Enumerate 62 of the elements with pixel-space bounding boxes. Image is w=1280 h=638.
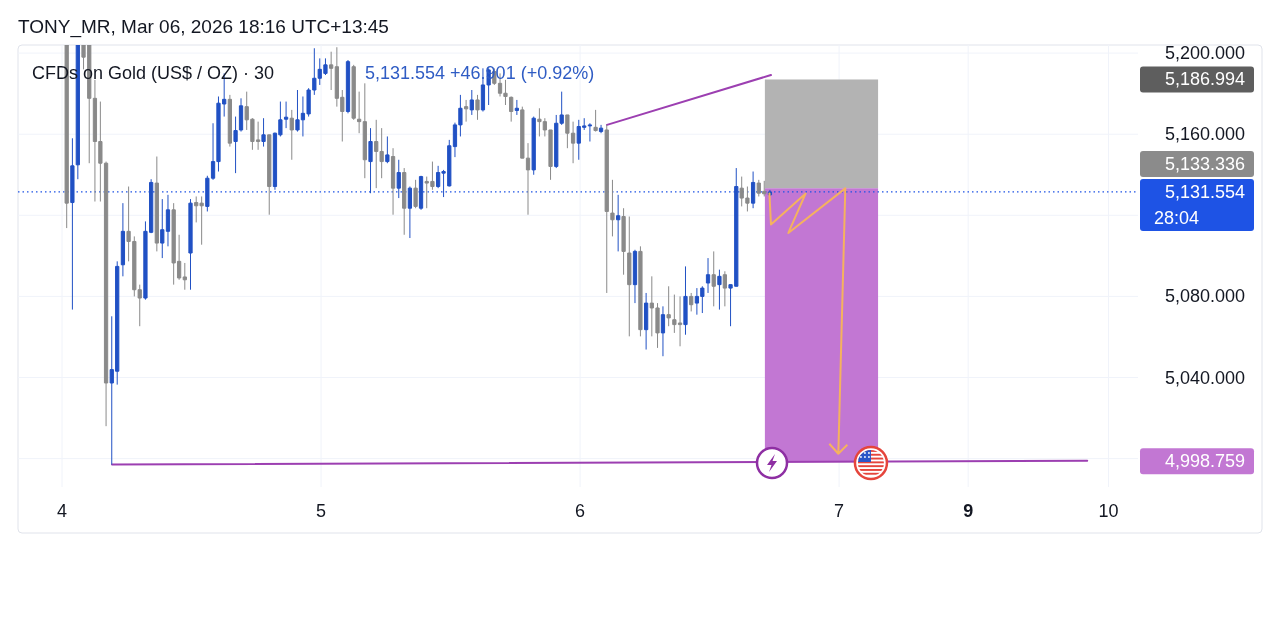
text: 4,998.759 bbox=[1164, 451, 1245, 472]
candlestick bbox=[705, 257, 711, 294]
candlestick bbox=[531, 116, 536, 176]
candlestick bbox=[120, 202, 126, 277]
candlestick bbox=[660, 305, 666, 357]
candlestick bbox=[593, 109, 598, 133]
candlestick bbox=[750, 171, 756, 209]
y-tick-label: 5,160.000 bbox=[1164, 124, 1245, 145]
candlestick bbox=[475, 94, 480, 121]
candlestick bbox=[722, 270, 727, 307]
text: TONY_MR, Mar 06, 2026 18:16 UTC+13:45 bbox=[18, 15, 389, 38]
candlestick bbox=[666, 285, 671, 327]
candlestick bbox=[154, 156, 159, 252]
candlestick bbox=[509, 96, 514, 123]
candlestick bbox=[610, 179, 615, 237]
candlestick bbox=[182, 262, 187, 291]
candlestick bbox=[267, 134, 272, 216]
candlestick bbox=[587, 122, 593, 143]
y-tick-label: 5,080.000 bbox=[1164, 286, 1245, 307]
candlestick bbox=[604, 124, 609, 294]
candlestick bbox=[683, 265, 688, 336]
x2-tick-label: 9 bbox=[963, 501, 974, 521]
candlestick bbox=[638, 245, 643, 337]
candlestick bbox=[329, 51, 334, 91]
candlestick bbox=[643, 292, 649, 351]
candlestick bbox=[289, 109, 294, 161]
candlestick bbox=[469, 89, 474, 116]
candlestick bbox=[711, 250, 716, 307]
candlestick bbox=[598, 124, 604, 134]
candlestick bbox=[514, 99, 519, 116]
candlestick bbox=[689, 292, 694, 312]
candlestick bbox=[368, 127, 373, 194]
candlestick bbox=[621, 207, 626, 276]
candlestick bbox=[407, 186, 413, 239]
candlestick bbox=[188, 198, 193, 291]
text: 5,133.336 bbox=[1164, 153, 1245, 174]
x-tick-label: 5 bbox=[316, 501, 327, 521]
y-tick-label: 5,040.000 bbox=[1164, 367, 1245, 388]
candlestick bbox=[357, 91, 362, 134]
candlestick bbox=[261, 117, 266, 148]
candlestick bbox=[385, 135, 390, 164]
x-tick-label: 6 bbox=[575, 501, 586, 521]
text: 28:04 bbox=[1154, 207, 1200, 228]
candlestick bbox=[362, 82, 367, 179]
candlestick bbox=[413, 179, 418, 209]
candlestick bbox=[632, 249, 638, 304]
candlestick bbox=[463, 99, 469, 123]
candlestick bbox=[70, 137, 75, 311]
candlestick bbox=[351, 64, 356, 121]
candlestick bbox=[390, 147, 396, 216]
candlestick bbox=[227, 94, 233, 148]
y-tick-label: 5,200.000 bbox=[1164, 43, 1245, 64]
x-tick-label: 4 bbox=[57, 501, 68, 521]
candlestick bbox=[627, 216, 632, 337]
x2-tick-label: 10 bbox=[1098, 501, 1119, 521]
candlestick bbox=[396, 159, 401, 199]
candlestick bbox=[717, 269, 722, 311]
text: 5,186.994 bbox=[1164, 69, 1245, 90]
x-tick-label: 7 bbox=[834, 501, 845, 521]
ref-line-label: 5,131.554 bbox=[1164, 181, 1245, 202]
candlestick bbox=[616, 194, 621, 252]
candlestick bbox=[402, 167, 407, 236]
